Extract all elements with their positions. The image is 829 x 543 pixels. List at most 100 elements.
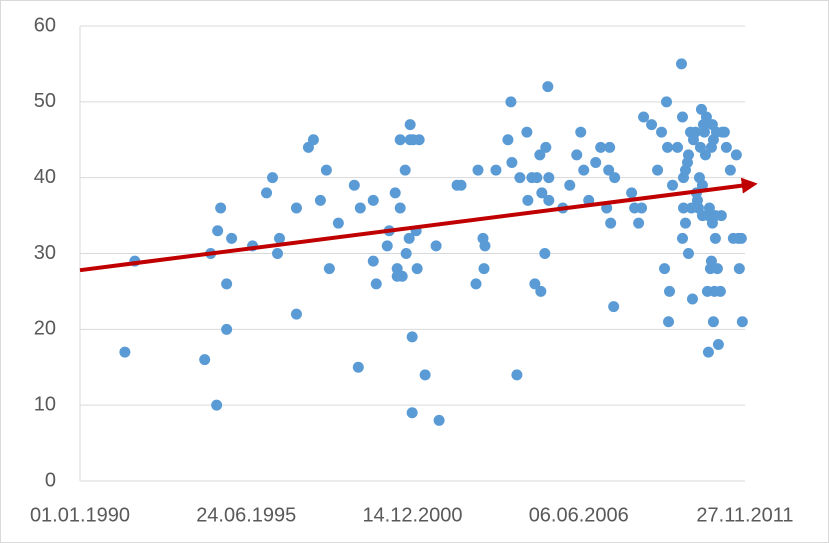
scatter-point [730,149,742,161]
scatter-point [696,179,708,191]
scatter-point [736,316,748,328]
scatter-point [679,217,691,229]
scatter-point [215,202,227,214]
scatter-point [419,369,431,381]
y-tick-label: 20 [34,318,56,340]
scatter-point [539,248,551,259]
scatter-point [686,293,698,305]
scatter-point [348,179,360,191]
scatter-point [578,164,590,176]
scatter-point [543,172,555,184]
scatter-point [638,111,650,123]
scatter-point [663,316,675,328]
scatter-point [707,316,719,328]
scatter-point [571,149,583,161]
scatter-point [522,194,534,206]
scatter-point [506,157,518,168]
scatter-point [413,134,425,146]
scatter-point [332,217,344,229]
scatter-point [675,58,687,70]
scatter-point [221,278,233,290]
scatter-point [605,217,617,229]
trend-arrow [79,177,758,273]
scatter-point [472,164,484,176]
scatter-point [212,225,224,237]
scatter-point [543,194,555,206]
scatter-point [646,119,658,131]
scatter-point [521,126,533,138]
scatter-point [529,278,541,290]
scatter-point [720,141,732,153]
scatter-point [699,149,711,161]
scatter-point [314,194,326,206]
scatter-point [394,134,406,146]
scatter-point [323,263,335,275]
scatter-point [367,255,379,267]
scatter-point [367,194,379,206]
scatter-point [636,202,648,214]
scatter-point [400,248,412,259]
scatter-point [682,248,694,259]
scatter-point [652,164,664,176]
scatter-point [455,179,467,191]
scatter-point [261,187,273,199]
y-tick-label: 0 [45,469,56,491]
x-tick-label: 06.06.2006 [529,504,629,526]
scatter-point [715,210,727,222]
scatter-point [267,172,279,184]
y-tick-label: 40 [34,166,56,188]
scatter-point [709,232,721,244]
scatter-point [698,126,710,138]
scatter-point [274,232,285,244]
scatter-point [221,323,233,335]
scatter-point [676,111,688,123]
scatter-point [702,346,714,358]
scatter-point [479,240,491,252]
scatter-point [700,111,712,123]
y-tick-label: 10 [34,393,56,415]
scatter-point [682,149,694,161]
scatter-point [662,141,674,153]
scatter-point [394,202,406,214]
scatter-point [199,354,211,366]
scatter-point [724,164,736,176]
scatter-point [633,217,645,229]
scatter-point [603,164,615,176]
scatter-point [470,278,482,290]
x-tick-label: 27.11.2011 [696,504,793,526]
scatter-point [406,407,418,419]
scatter-point [352,361,364,373]
scatter-point [433,414,445,426]
scatter-point [535,285,547,297]
scatter-point [406,331,418,343]
scatter-point [490,164,502,176]
scatter-point [609,172,621,184]
scatter-point [672,141,684,153]
x-tick-label: 01.01.1990 [30,504,130,526]
scatter-point [703,202,715,214]
scatter-point [119,346,131,358]
scatter-point [536,187,548,199]
scatter-point [656,126,668,138]
scatter-point [531,172,543,184]
scatter-point [272,248,284,259]
scatter-point [290,202,302,214]
scatter-point [676,232,688,244]
scatter-point [712,339,724,350]
scatter-point [505,96,517,108]
scatter-point [667,179,679,191]
scatter-point [604,141,616,153]
scatter-point [689,126,701,138]
scatter-point [399,164,411,176]
scatter-point [307,134,319,146]
scatter-point [626,187,638,199]
x-tick-label: 14.12.2000 [362,504,462,526]
scatter-point [430,240,442,252]
scatter-point [396,270,408,282]
scatter-point [290,308,302,320]
scatter-point [714,285,726,297]
scatter-point [511,369,523,381]
scatter-point [659,263,671,275]
scatter-point [381,240,393,252]
